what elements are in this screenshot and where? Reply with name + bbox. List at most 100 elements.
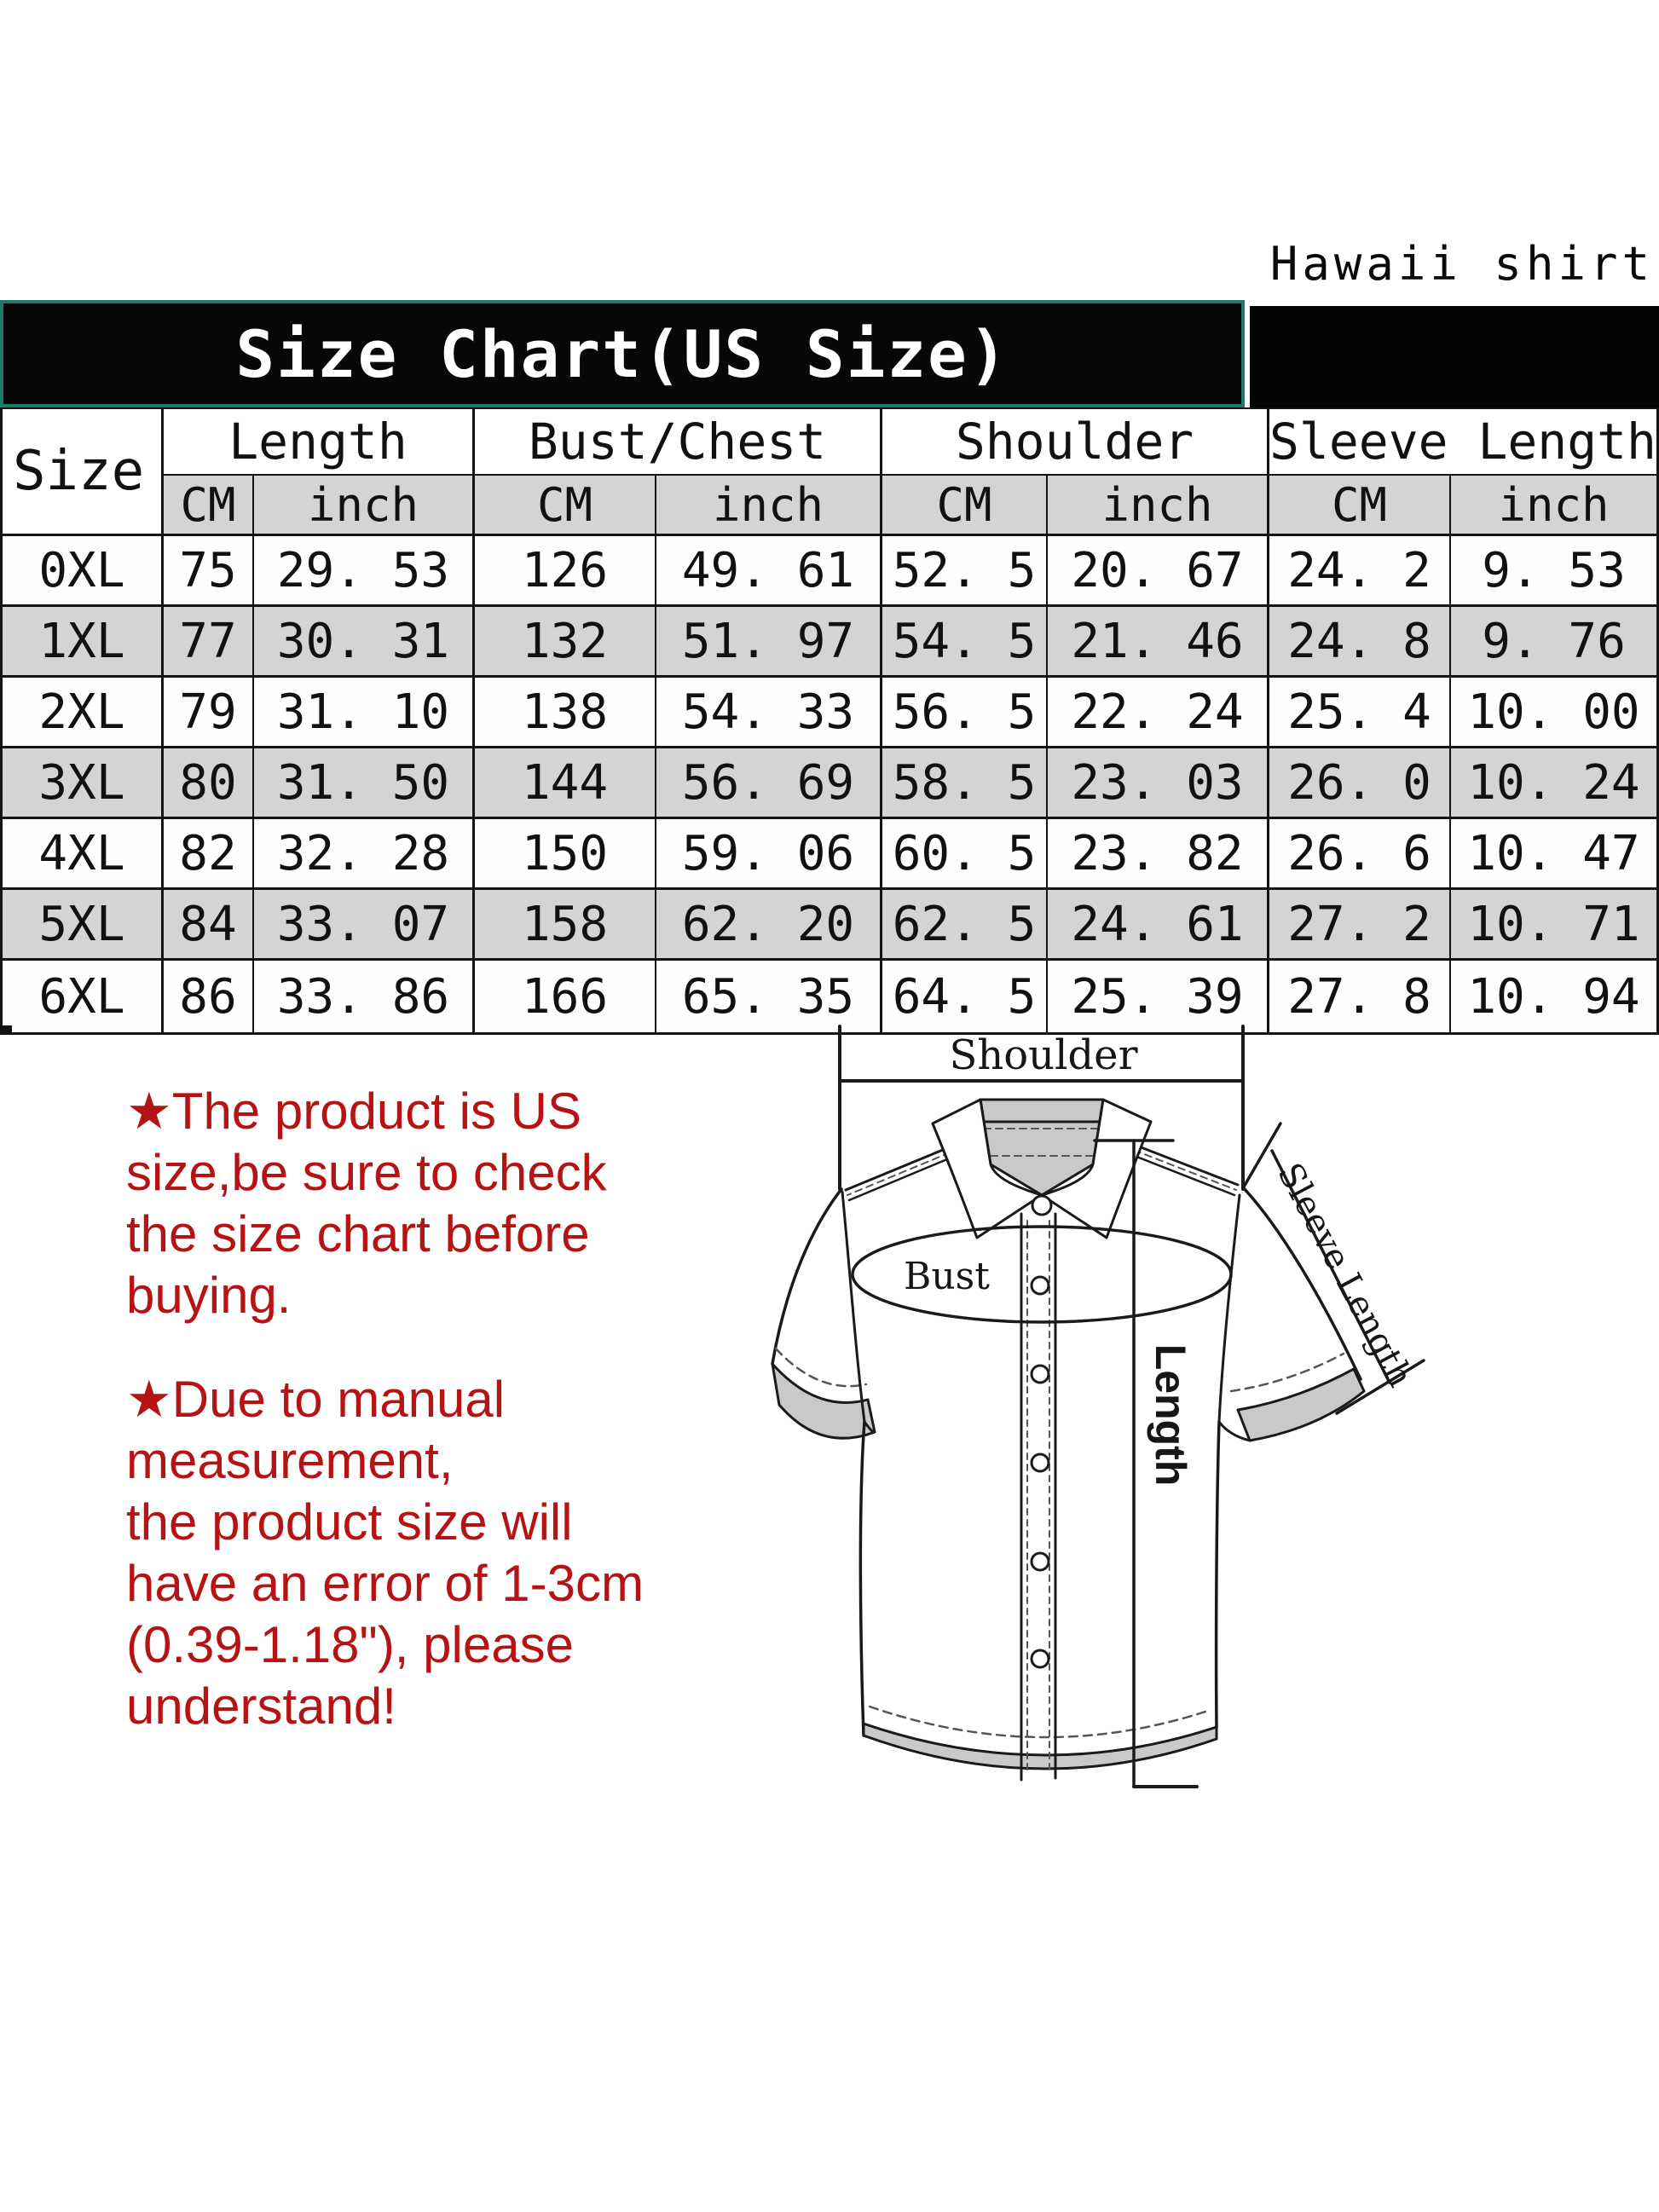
value-cell: 25. 4 xyxy=(1267,678,1449,746)
title-bar-right-block xyxy=(1250,306,1659,413)
title-divider xyxy=(1245,300,1250,407)
value-cell: 82 xyxy=(161,819,252,887)
value-cell: 21. 46 xyxy=(1046,607,1267,675)
unit-header-cm: CM xyxy=(472,474,655,534)
column-group-bust-chest: Bust/Chest xyxy=(472,409,880,474)
value-cell: 59. 06 xyxy=(655,819,880,887)
value-cell: 80 xyxy=(161,748,252,817)
value-cell: 10. 47 xyxy=(1449,819,1656,887)
value-cell: 20. 67 xyxy=(1046,536,1267,604)
size-cell: 4XL xyxy=(38,825,125,881)
value-cell: 24. 8 xyxy=(1267,607,1449,675)
size-table: Size Length Bust/Chest Shoulder Sleeve L… xyxy=(0,407,1659,1035)
right-cuff-band xyxy=(1236,1367,1366,1442)
sleeve-length-measure-line xyxy=(1270,1149,1391,1384)
size-cell: 0XL xyxy=(38,542,125,598)
table-row: 0XL 75 29. 53 126 49. 61 52. 5 20. 67 24. 2 9. 5… xyxy=(3,534,1656,604)
value-cell: 77 xyxy=(161,607,252,675)
collar-left-flap xyxy=(931,1098,1043,1239)
value-cell: 62. 20 xyxy=(655,890,880,958)
value-cell: 56. 69 xyxy=(655,748,880,817)
unit-header-inch: inch xyxy=(1449,474,1656,534)
table-row: 6XL 86 33. 86 166 65. 35 64. 5 25. 39 27. 8 10. … xyxy=(3,958,1656,1032)
value-cell: 33. 07 xyxy=(252,890,472,958)
collar-right-flap xyxy=(1040,1098,1153,1239)
value-cell: 31. 10 xyxy=(252,678,472,746)
hem-stitching xyxy=(868,1705,1212,1739)
disclaimer-notes: ★The product is US size,be sure to check… xyxy=(126,1081,859,1737)
body-right-edge xyxy=(1214,1420,1221,1729)
bust-measure-ellipse xyxy=(851,1225,1233,1324)
title-bar: Size Chart(US Size) xyxy=(0,300,1659,413)
value-cell: 30. 31 xyxy=(252,607,472,675)
value-cell: 10. 94 xyxy=(1449,961,1656,1032)
value-cell: 23. 03 xyxy=(1046,748,1267,817)
shirt-measurement-diagram: Shoulder Bust Length Sleeve Length xyxy=(767,1014,1659,1799)
unit-header-cm: CM xyxy=(1267,474,1449,534)
value-cell: 32. 28 xyxy=(252,819,472,887)
value-cell: 10. 00 xyxy=(1449,678,1656,746)
value-cell: 56. 5 xyxy=(880,678,1046,746)
right-armpit-line xyxy=(1217,1420,1251,1442)
table-edge-tick xyxy=(0,1025,12,1033)
shirt-button xyxy=(1030,1364,1050,1384)
value-cell: 23. 82 xyxy=(1046,819,1267,887)
value-cell: 132 xyxy=(472,607,655,675)
shirt-button xyxy=(1030,1453,1050,1473)
unit-header-cm: CM xyxy=(161,474,252,534)
note-us-size: ★The product is US size,be sure to check… xyxy=(126,1083,607,1324)
value-cell: 75 xyxy=(161,536,252,604)
value-cell: 26. 0 xyxy=(1267,748,1449,817)
sleeve-length-label: Sleeve Length xyxy=(1269,1157,1420,1394)
column-group-shoulder: Shoulder xyxy=(880,409,1267,474)
value-cell: 22. 24 xyxy=(1046,678,1267,746)
column-group-length: Length xyxy=(161,409,472,474)
hem-band xyxy=(862,1722,1218,1770)
shirt-button xyxy=(1030,1649,1050,1669)
table-row: 3XL 80 31. 50 144 56. 69 58. 5 23. 03 26. 0 10. … xyxy=(3,746,1656,817)
unit-header-inch: inch xyxy=(655,474,880,534)
unit-header-inch: inch xyxy=(252,474,472,534)
shirt-line-art: Shoulder Bust Length Sleeve Length xyxy=(771,1025,1425,1788)
right-cuff-stitching xyxy=(1229,1352,1345,1393)
left-cuff-stitching xyxy=(774,1347,868,1388)
value-cell: 10. 24 xyxy=(1449,748,1656,817)
size-table-rows: 0XL 75 29. 53 126 49. 61 52. 5 20. 67 24. 2 9. 5… xyxy=(3,534,1656,1032)
value-cell: 31. 50 xyxy=(252,748,472,817)
bust-label: Bust xyxy=(904,1255,990,1298)
value-cell: 54. 33 xyxy=(655,678,880,746)
value-cell: 64. 5 xyxy=(880,961,1046,1032)
value-cell: 79 xyxy=(161,678,252,746)
sleeve-length-bottom-tick xyxy=(1335,1359,1425,1415)
value-cell: 65. 35 xyxy=(655,961,880,1032)
value-cell: 54. 5 xyxy=(880,607,1046,675)
column-group-sleeve-length: Sleeve Length xyxy=(1267,409,1656,474)
value-cell: 10. 71 xyxy=(1449,890,1656,958)
value-cell: 27. 2 xyxy=(1267,890,1449,958)
value-cell: 138 xyxy=(472,678,655,746)
shoulder-label: Shoulder xyxy=(949,1031,1137,1079)
value-cell: 150 xyxy=(472,819,655,887)
value-cell: 26. 6 xyxy=(1267,819,1449,887)
size-cell: 5XL xyxy=(38,896,125,952)
size-cell: 1XL xyxy=(38,613,125,669)
value-cell: 9. 53 xyxy=(1449,536,1656,604)
value-cell: 158 xyxy=(472,890,655,958)
left-sleeve-outer-seam xyxy=(771,1187,843,1366)
body-left-edge xyxy=(858,1420,866,1737)
right-sleeve-outer-seam xyxy=(1241,1186,1362,1381)
table-row: 5XL 84 33. 07 158 62. 20 62. 5 24. 61 27. 2 10. … xyxy=(3,887,1656,958)
value-cell: 144 xyxy=(472,748,655,817)
length-label: Length xyxy=(1147,1344,1194,1487)
value-cell: 24. 2 xyxy=(1267,536,1449,604)
value-cell: 29. 53 xyxy=(252,536,472,604)
unit-header-inch: inch xyxy=(1046,474,1267,534)
shirt-button xyxy=(1030,1551,1050,1572)
value-cell: 84 xyxy=(161,890,252,958)
collar-button xyxy=(1031,1194,1053,1216)
value-cell: 9. 76 xyxy=(1449,607,1656,675)
size-cell: 6XL xyxy=(38,968,125,1025)
value-cell: 166 xyxy=(472,961,655,1032)
value-cell: 58. 5 xyxy=(880,748,1046,817)
value-cell: 60. 5 xyxy=(880,819,1046,887)
